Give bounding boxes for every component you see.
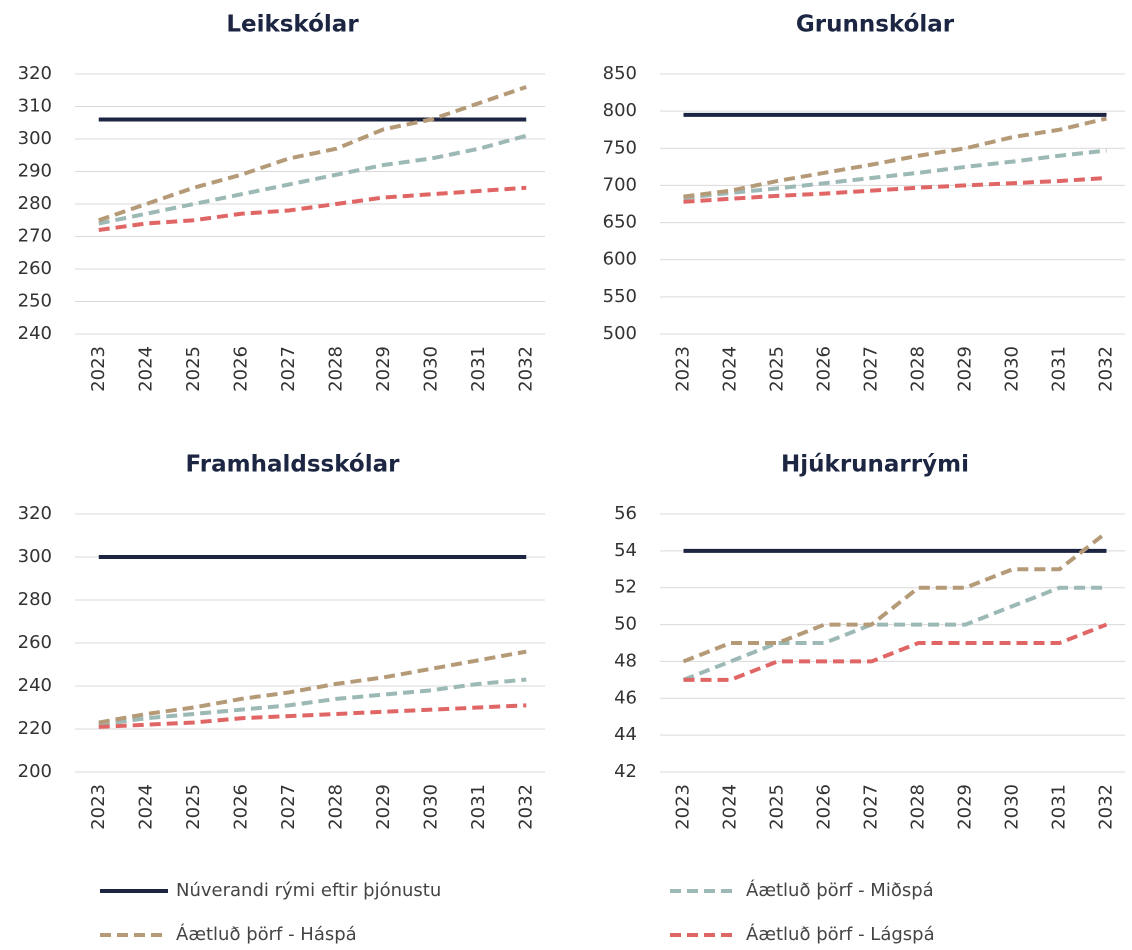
y-tick-label: 600 — [603, 249, 637, 270]
x-tick-label: 2024 — [720, 784, 741, 830]
x-tick-label: 2027 — [278, 784, 299, 830]
x-tick-label: 2029 — [955, 346, 976, 392]
x-tick-label: 2026 — [230, 346, 251, 392]
x-tick-label: 2030 — [420, 346, 441, 392]
y-tick-label: 750 — [603, 137, 637, 158]
series-line — [98, 649, 527, 725]
x-tick-label: 2031 — [468, 346, 489, 392]
y-tick-label: 42 — [614, 761, 637, 782]
x-tick-label: 2029 — [373, 346, 394, 392]
series-line — [98, 677, 527, 727]
y-tick-label: 500 — [603, 323, 637, 344]
x-tick-label: 2027 — [861, 346, 882, 392]
y-tick-label: 300 — [18, 546, 52, 567]
x-tick-label: 2025 — [183, 784, 204, 830]
y-tick-label: 320 — [18, 63, 52, 84]
x-tick-label: 2031 — [1049, 784, 1070, 830]
y-tick-label: 46 — [614, 687, 637, 708]
x-tick-label: 2024 — [720, 346, 741, 392]
x-tick-label: 2025 — [767, 346, 788, 392]
legend-label: Áætluð þörf - Lágspá — [746, 923, 935, 945]
legend-label: Áætluð þörf - Háspá — [176, 923, 357, 945]
y-tick-label: 320 — [18, 503, 52, 524]
y-tick-label: 280 — [18, 589, 52, 610]
y-tick-label: 850 — [603, 63, 637, 84]
y-tick-label: 48 — [614, 650, 637, 671]
series-line — [98, 85, 527, 223]
x-tick-label: 2032 — [515, 346, 536, 392]
y-tick-label: 270 — [18, 226, 52, 247]
chart-title: Framhaldsskólar — [186, 452, 401, 478]
x-tick-label: 2028 — [908, 346, 929, 392]
y-tick-label: 300 — [18, 128, 52, 149]
series-line — [682, 585, 1107, 682]
x-tick-label: 2029 — [373, 784, 394, 830]
series-line — [683, 622, 1108, 682]
x-tick-label: 2031 — [468, 784, 489, 830]
x-tick-label: 2031 — [1049, 346, 1070, 392]
y-tick-label: 310 — [18, 96, 52, 117]
y-tick-label: 44 — [614, 724, 637, 745]
series-line — [98, 133, 527, 226]
x-tick-label: 2030 — [420, 784, 441, 830]
x-tick-label: 2028 — [325, 346, 346, 392]
series-line — [683, 148, 1107, 201]
y-tick-label: 56 — [614, 503, 637, 524]
y-tick-label: 280 — [18, 193, 52, 214]
y-tick-label: 240 — [18, 323, 52, 344]
x-tick-label: 2032 — [1096, 784, 1117, 830]
chart-title: Leikskólar — [226, 12, 359, 38]
y-tick-label: 50 — [614, 614, 637, 635]
y-tick-label: 550 — [603, 286, 637, 307]
series-line — [682, 530, 1108, 664]
x-tick-label: 2024 — [135, 784, 156, 830]
x-tick-label: 2026 — [814, 784, 835, 830]
x-tick-label: 2023 — [88, 346, 109, 392]
y-tick-label: 700 — [603, 174, 637, 195]
x-tick-label: 2027 — [861, 784, 882, 830]
legend-label: Núverandi rými eftir þjónustu — [176, 880, 441, 901]
x-tick-label: 2032 — [1096, 346, 1117, 392]
series-line — [683, 176, 1107, 204]
y-tick-label: 250 — [18, 291, 52, 312]
chart-title: Grunnskólar — [796, 12, 955, 38]
y-tick-label: 220 — [18, 718, 52, 739]
x-tick-label: 2025 — [767, 784, 788, 830]
y-tick-label: 52 — [614, 577, 637, 598]
y-tick-label: 260 — [18, 258, 52, 279]
y-tick-label: 54 — [614, 540, 637, 561]
x-tick-label: 2026 — [230, 784, 251, 830]
legend-label: Áætluð þörf - Miðspá — [746, 879, 934, 901]
x-tick-label: 2028 — [908, 784, 929, 830]
y-tick-label: 260 — [18, 632, 52, 653]
chart-title: Hjúkrunarrými — [781, 452, 969, 478]
y-tick-label: 650 — [603, 212, 637, 233]
x-tick-label: 2023 — [673, 784, 694, 830]
x-tick-label: 2030 — [1002, 346, 1023, 392]
x-tick-label: 2029 — [955, 784, 976, 830]
y-tick-label: 200 — [18, 761, 52, 782]
series-line — [98, 185, 527, 232]
x-tick-label: 2026 — [814, 346, 835, 392]
x-tick-label: 2023 — [673, 346, 694, 392]
x-tick-label: 2027 — [278, 346, 299, 392]
y-tick-label: 290 — [18, 161, 52, 182]
x-tick-label: 2024 — [135, 346, 156, 392]
x-tick-label: 2028 — [325, 784, 346, 830]
y-tick-label: 240 — [18, 675, 52, 696]
x-tick-label: 2032 — [515, 784, 536, 830]
x-tick-label: 2023 — [88, 784, 109, 830]
x-tick-label: 2030 — [1002, 784, 1023, 830]
y-tick-label: 800 — [603, 100, 637, 121]
series-line — [98, 703, 527, 729]
x-tick-label: 2025 — [183, 346, 204, 392]
series-line — [683, 116, 1107, 199]
